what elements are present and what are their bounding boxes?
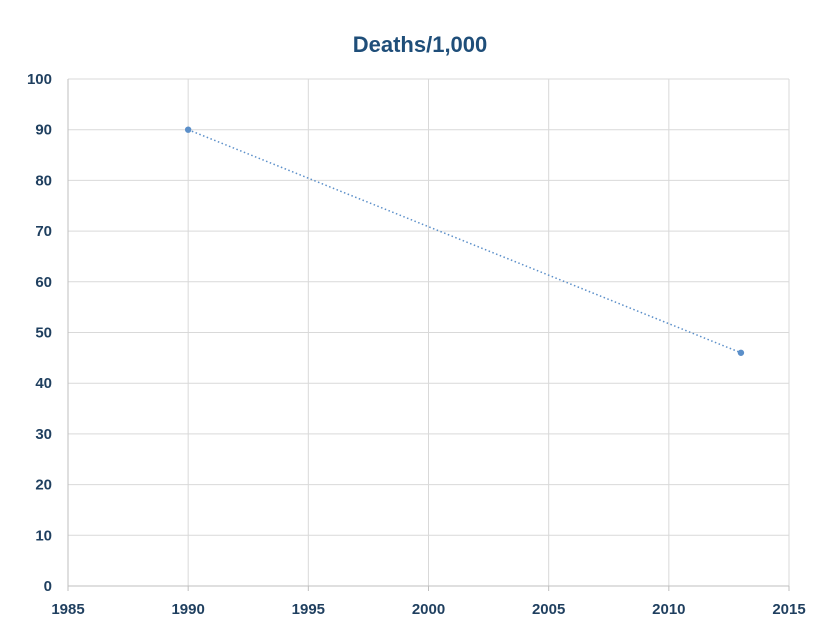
y-tick-label: 10: [35, 527, 52, 544]
trendline: [187, 129, 742, 354]
x-tick-label: 1990: [171, 601, 204, 618]
grid: [68, 78, 790, 586]
y-tick-label: 40: [35, 375, 52, 392]
y-tick-label: 0: [44, 578, 52, 595]
data-point: [184, 126, 192, 133]
tick-labels: 0 10 20 30 40 50 60 70 80 90 100 1985 1990 1995 2000 20…: [27, 71, 806, 618]
x-tick-label: 2005: [532, 601, 565, 618]
axes: [67, 79, 790, 591]
x-tick-label: 2010: [652, 601, 685, 618]
data-point: [737, 349, 745, 356]
x-tick-label: 1985: [51, 601, 84, 618]
series: [184, 126, 745, 356]
x-tick-label: 2015: [772, 601, 805, 618]
y-tick-label: 30: [35, 426, 52, 443]
y-tick-label: 20: [35, 477, 52, 494]
y-tick-label: 70: [35, 223, 52, 240]
y-tick-label: 80: [35, 172, 52, 189]
chart-title: Deaths/1,000: [353, 32, 488, 57]
x-tick-label: 1995: [292, 601, 325, 618]
y-tick-label: 50: [35, 325, 52, 342]
y-tick-label: 90: [35, 122, 52, 139]
y-tick-label: 60: [35, 274, 52, 291]
y-tick-label: 100: [27, 71, 52, 88]
x-tick-label: 2000: [412, 601, 445, 618]
